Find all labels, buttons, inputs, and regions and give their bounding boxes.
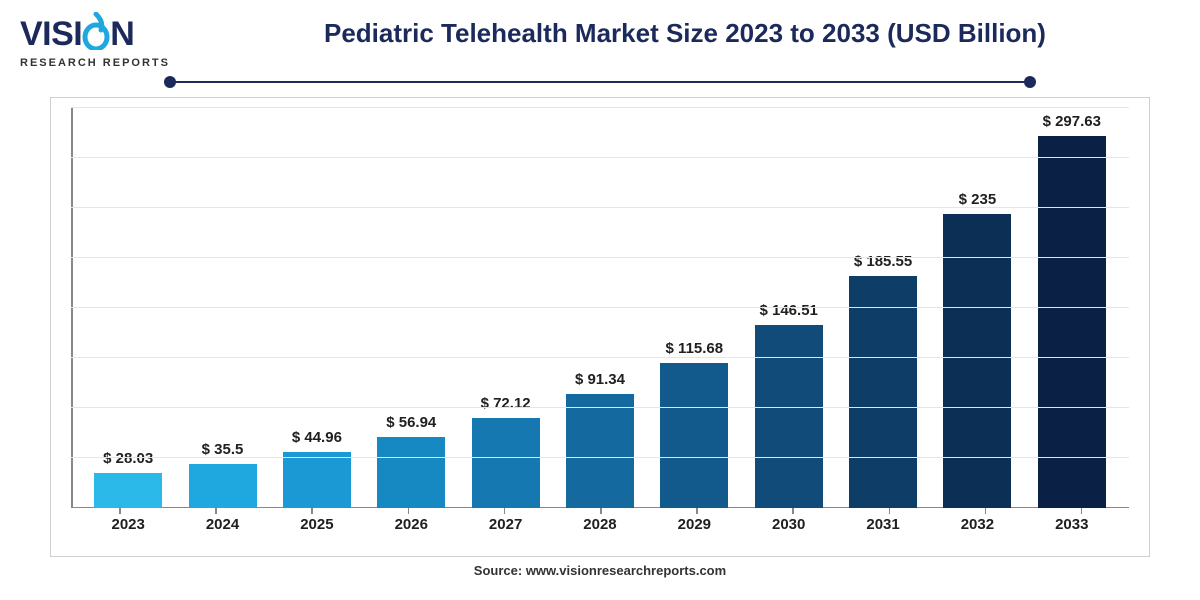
grid-line: [71, 457, 1129, 458]
x-tick-label: 2031: [843, 516, 923, 533]
bar: [94, 473, 162, 508]
grid-line: [71, 207, 1129, 208]
source-line: Source: www.visionresearchreports.com: [20, 563, 1180, 578]
bar: [849, 276, 917, 508]
bar: [566, 394, 634, 508]
x-tick-mark: [889, 508, 891, 514]
bar: [1038, 136, 1106, 508]
bar-group: $ 297.63: [1032, 113, 1112, 508]
bar-group: $ 235: [937, 191, 1017, 508]
bar-value-label: $ 115.68: [666, 340, 724, 357]
x-tick-mark: [408, 508, 410, 514]
source-prefix: Source:: [474, 563, 526, 578]
x-tick-mark: [504, 508, 506, 514]
bar-group: $ 72.12: [466, 395, 546, 508]
x-tick-label: 2029: [654, 516, 734, 533]
logo-text-left: VISI: [20, 17, 82, 51]
grid-line: [71, 357, 1129, 358]
divider-line: [170, 81, 1030, 83]
bar-value-label: $ 28.03: [103, 450, 153, 467]
grid-line: [71, 157, 1129, 158]
x-tick-mark: [119, 508, 121, 514]
x-tick-mark: [311, 508, 313, 514]
chart-container: VISI N RESEARCH REPORTS Pediatric Telehea…: [0, 0, 1200, 600]
x-tick-label: 2026: [371, 516, 451, 533]
bar-value-label: $ 297.63: [1043, 113, 1101, 130]
x-tick-mark: [696, 508, 698, 514]
bar-value-label: $ 91.34: [575, 371, 625, 388]
chart-frame: $ 28.03 $ 35.5 $ 44.96 $ 56.94 $ 72.12 $ 91.3…: [50, 97, 1150, 557]
x-tick-mark: [792, 508, 794, 514]
plot-area: $ 28.03 $ 35.5 $ 44.96 $ 56.94 $ 72.12 $ 91.3…: [71, 108, 1129, 508]
x-tick-mark: [600, 508, 602, 514]
x-tick-label: 2025: [277, 516, 357, 533]
bar-group: $ 115.68: [654, 340, 734, 508]
bar-value-label: $ 44.96: [292, 429, 342, 446]
x-tick-mark: [215, 508, 217, 514]
bars-group: $ 28.03 $ 35.5 $ 44.96 $ 56.94 $ 72.12 $ 91.3…: [71, 108, 1129, 508]
bar-group: $ 146.51: [749, 302, 829, 508]
logo: VISI N RESEARCH REPORTS: [20, 12, 170, 69]
grid-line: [71, 307, 1129, 308]
bar-group: $ 35.5: [183, 441, 263, 508]
chart-title: Pediatric Telehealth Market Size 2023 to…: [190, 12, 1180, 49]
bar: [189, 464, 257, 508]
header: VISI N RESEARCH REPORTS Pediatric Telehea…: [20, 12, 1180, 69]
logo-text-right: N: [110, 17, 134, 51]
bar-value-label: $ 35.5: [202, 441, 244, 458]
divider-dot-left: [164, 76, 176, 88]
bar-value-label: $ 56.94: [386, 414, 436, 431]
source-text: www.visionresearchreports.com: [526, 563, 726, 578]
bar-value-label: $ 185.55: [854, 253, 912, 270]
x-tick-label: 2024: [183, 516, 263, 533]
x-tick-label: 2030: [749, 516, 829, 533]
logo-subtitle: RESEARCH REPORTS: [20, 58, 170, 69]
bar-group: $ 185.55: [843, 253, 923, 508]
bar: [377, 437, 445, 508]
bar-group: $ 28.03: [88, 450, 168, 508]
x-tick-mark: [985, 508, 987, 514]
grid-line: [71, 107, 1129, 108]
bar-value-label: $ 235: [959, 191, 997, 208]
bar-value-label: $ 146.51: [759, 302, 817, 319]
bar-group: $ 91.34: [560, 371, 640, 508]
bar: [283, 452, 351, 508]
x-tick-label: 2023: [88, 516, 168, 533]
bar: [755, 325, 823, 508]
bar: [660, 363, 728, 508]
x-tick-label: 2033: [1032, 516, 1112, 533]
x-tick-label: 2028: [560, 516, 640, 533]
bar: [943, 214, 1011, 508]
logo-main: VISI N: [20, 12, 134, 56]
title-divider: [170, 75, 1030, 89]
bar-value-label: $ 72.12: [481, 395, 531, 412]
bar: [472, 418, 540, 508]
grid-line: [71, 257, 1129, 258]
logo-accent-icon: [82, 12, 110, 56]
grid-line: [71, 407, 1129, 408]
bar-group: $ 44.96: [277, 429, 357, 508]
x-tick-label: 2032: [937, 516, 1017, 533]
x-tick-mark: [1081, 508, 1083, 514]
x-tick-label: 2027: [466, 516, 546, 533]
bar-group: $ 56.94: [371, 414, 451, 508]
divider-dot-right: [1024, 76, 1036, 88]
